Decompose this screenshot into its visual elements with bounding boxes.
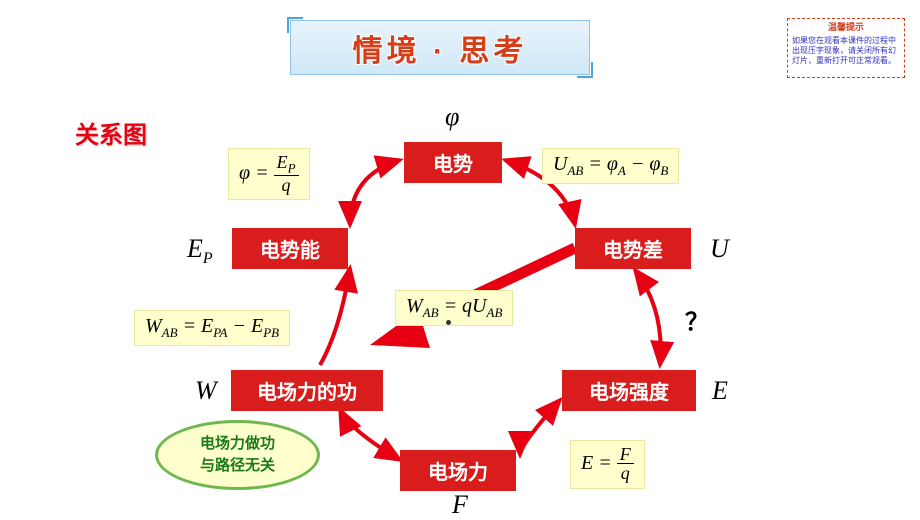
node-dianchangli: 电场力 [400,450,516,491]
banner-corner-br [577,62,593,78]
arc-arrow-0 [350,160,400,225]
symbol-Ep: EP [187,234,213,268]
node-dianchangqd: 电场强度 [562,370,696,411]
formula-wab_u: WAB = qUAB [395,290,513,326]
formula-phi_def: φ = EPq [228,148,310,200]
speech-bubble: 电场力做功 与路径无关 [155,420,320,490]
arc-arrow-3 [635,270,661,365]
symbol-phi: φ [445,102,459,132]
banner-corner-tl [287,17,303,33]
title-text: 情境 · 思考 [353,26,528,70]
arc-arrow-4 [520,400,560,455]
speech-line1: 电场力做功 [200,433,275,456]
question-mark: ？ [685,302,709,337]
hint-title: 温馨提示 [792,22,900,34]
node-dianshi: 电势 [404,142,502,183]
arrows-layer [0,0,920,518]
symbol-U: U [710,234,729,264]
arc-arrow-1 [320,268,350,365]
formula-wab_ep: WAB = EPA − EPB [134,310,290,346]
symbol-W: W [195,376,217,406]
subtitle: 关系图 [75,115,147,150]
arc-arrow-5 [340,410,400,460]
title-banner: 情境 · 思考 [290,20,590,75]
speech-line2: 与路径无关 [200,455,275,478]
center-dot [446,320,451,325]
hint-box: 温馨提示 如果您在观看本课件的过程中出现压字现象，请关闭所有幻灯片，重新打开可正… [787,18,905,78]
node-dianshicha: 电势差 [575,228,691,269]
hint-body: 如果您在观看本课件的过程中出现压字现象，请关闭所有幻灯片，重新打开可正常观看。 [792,36,900,67]
formula-uab: UAB = φA − φB [542,148,679,184]
symbol-F: F [452,490,468,520]
symbol-E: E [712,376,728,406]
node-dclgong: 电场力的功 [231,370,383,411]
formula-e_def: E = Fq [570,440,645,489]
node-dianshineng: 电势能 [232,228,348,269]
